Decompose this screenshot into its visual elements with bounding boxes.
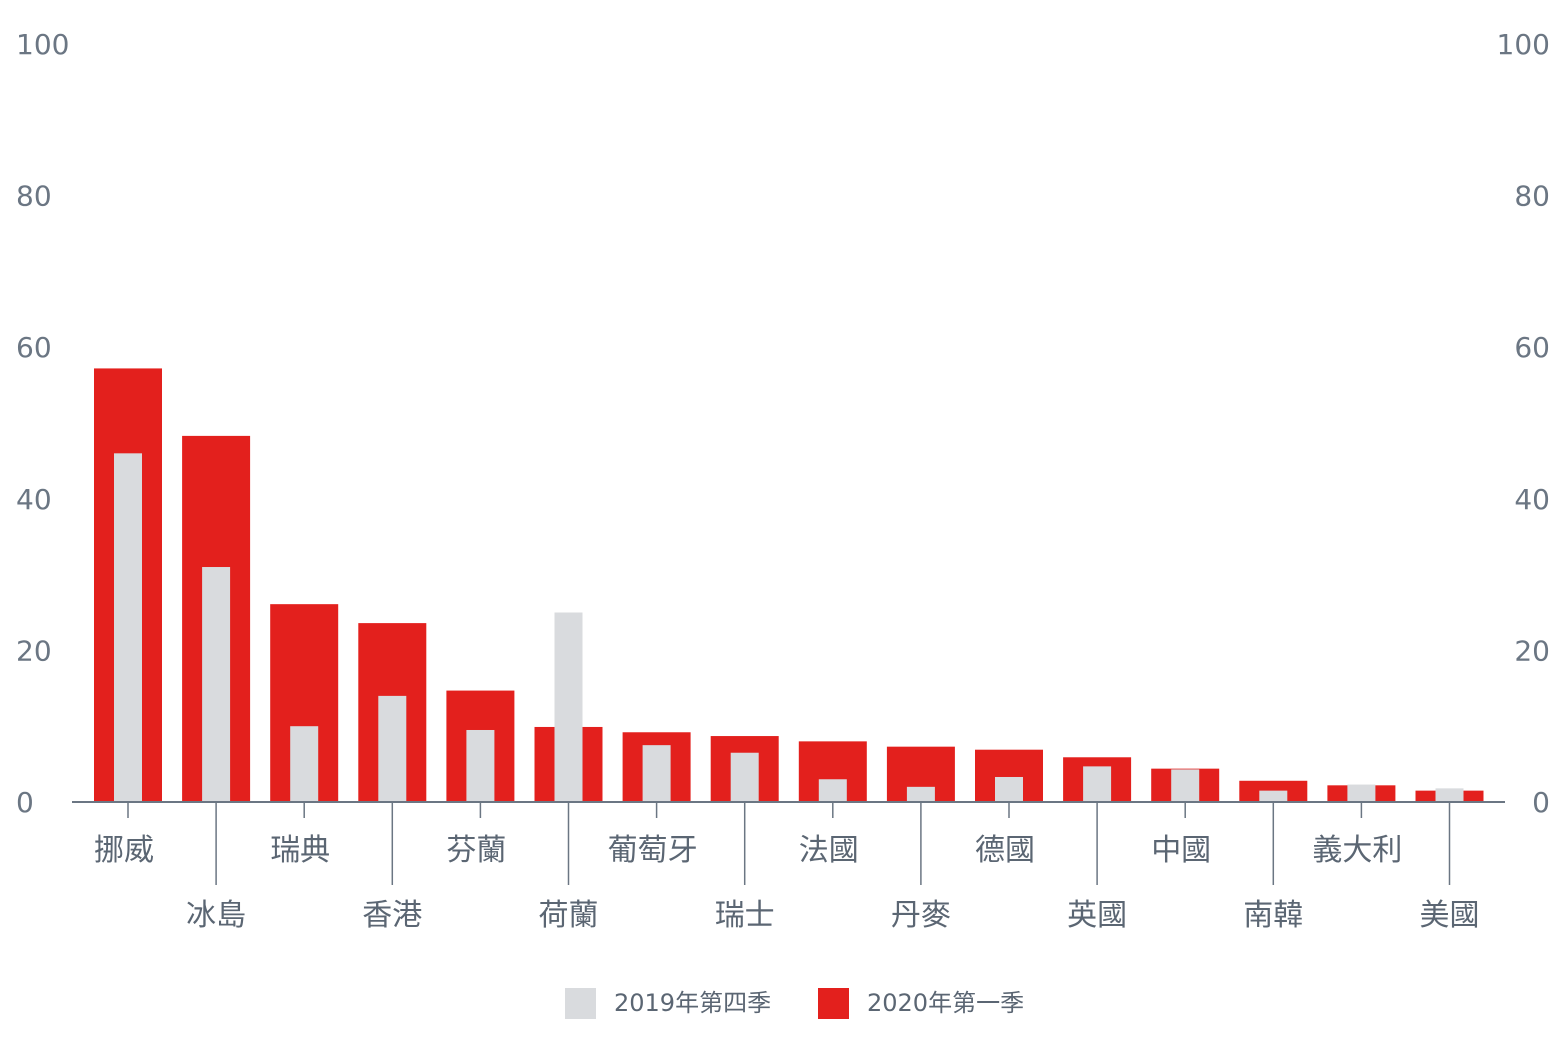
y-tick-right-40: 40: [1514, 483, 1550, 516]
bar-2019q4-0: [114, 453, 142, 802]
y-axis-right: 0 20 40 60 80 100: [1497, 28, 1550, 819]
category-label-11: 英國: [1067, 898, 1127, 933]
y-tick-left-80: 80: [16, 180, 52, 213]
category-label-12: 中國: [1151, 833, 1211, 868]
y-tick-right-80: 80: [1514, 180, 1550, 213]
y-tick-right-0: 0: [1532, 786, 1550, 819]
y-axis-left: 0 20 40 60 80 100: [16, 28, 69, 819]
bar-2019q4-10: [995, 776, 1023, 802]
category-label-3: 香港: [362, 898, 422, 933]
category-leaders: [127, 802, 1451, 885]
category-label-1: 冰島: [186, 898, 246, 933]
bar-2019q4-14: [1347, 784, 1376, 802]
legend-item-2019q4: 2019年第四季: [565, 988, 771, 1019]
category-label-8: 法國: [799, 833, 859, 868]
category-label-15: 美國: [1420, 898, 1480, 933]
y-tick-left-100: 100: [16, 28, 69, 61]
y-tick-right-60: 60: [1514, 331, 1550, 364]
bar-2019q4-5: [554, 612, 583, 802]
category-label-5: 荷蘭: [539, 898, 599, 933]
bar-2019q4-13: [1259, 790, 1288, 802]
category-label-10: 德國: [975, 833, 1035, 868]
bar-2019q4-8: [818, 779, 847, 802]
bar-2019q4-15: [1435, 788, 1464, 802]
y-tick-right-100: 100: [1497, 28, 1550, 61]
category-label-6: 葡萄牙: [608, 833, 698, 868]
bars: [94, 368, 1484, 802]
category-label-14: 義大利: [1312, 833, 1402, 868]
bar-2019q4-12: [1171, 769, 1200, 802]
y-tick-left-40: 40: [16, 483, 52, 516]
y-tick-left-60: 60: [16, 331, 52, 364]
bar-2019q4-2: [290, 726, 319, 802]
legend-label-2020q1: 2020年第一季: [867, 989, 1024, 1017]
legend-swatch-2019q4: [565, 988, 596, 1019]
legend: 2019年第四季 2020年第一季: [565, 988, 1024, 1019]
category-label-0: 挪威: [94, 833, 154, 868]
category-label-2: 瑞典: [270, 833, 330, 868]
legend-label-2019q4: 2019年第四季: [614, 989, 771, 1017]
category-label-7: 瑞士: [715, 898, 775, 933]
bar-2019q4-11: [1083, 766, 1112, 802]
category-label-9: 丹麥: [891, 898, 951, 933]
bar-2019q4-7: [730, 752, 759, 802]
y-tick-right-20: 20: [1514, 634, 1550, 667]
category-label-4: 芬蘭: [446, 833, 506, 868]
y-tick-left-0: 0: [16, 786, 34, 819]
bar-2019q4-1: [202, 567, 231, 802]
legend-swatch-2020q1: [818, 988, 849, 1019]
bar-2019q4-4: [466, 729, 495, 802]
bar-2019q4-6: [642, 745, 671, 802]
category-label-13: 南韓: [1243, 898, 1303, 933]
bar-2019q4-9: [906, 786, 935, 802]
legend-item-2020q1: 2020年第一季: [818, 988, 1024, 1019]
bar-2019q4-3: [378, 695, 407, 802]
y-tick-left-20: 20: [16, 634, 52, 667]
